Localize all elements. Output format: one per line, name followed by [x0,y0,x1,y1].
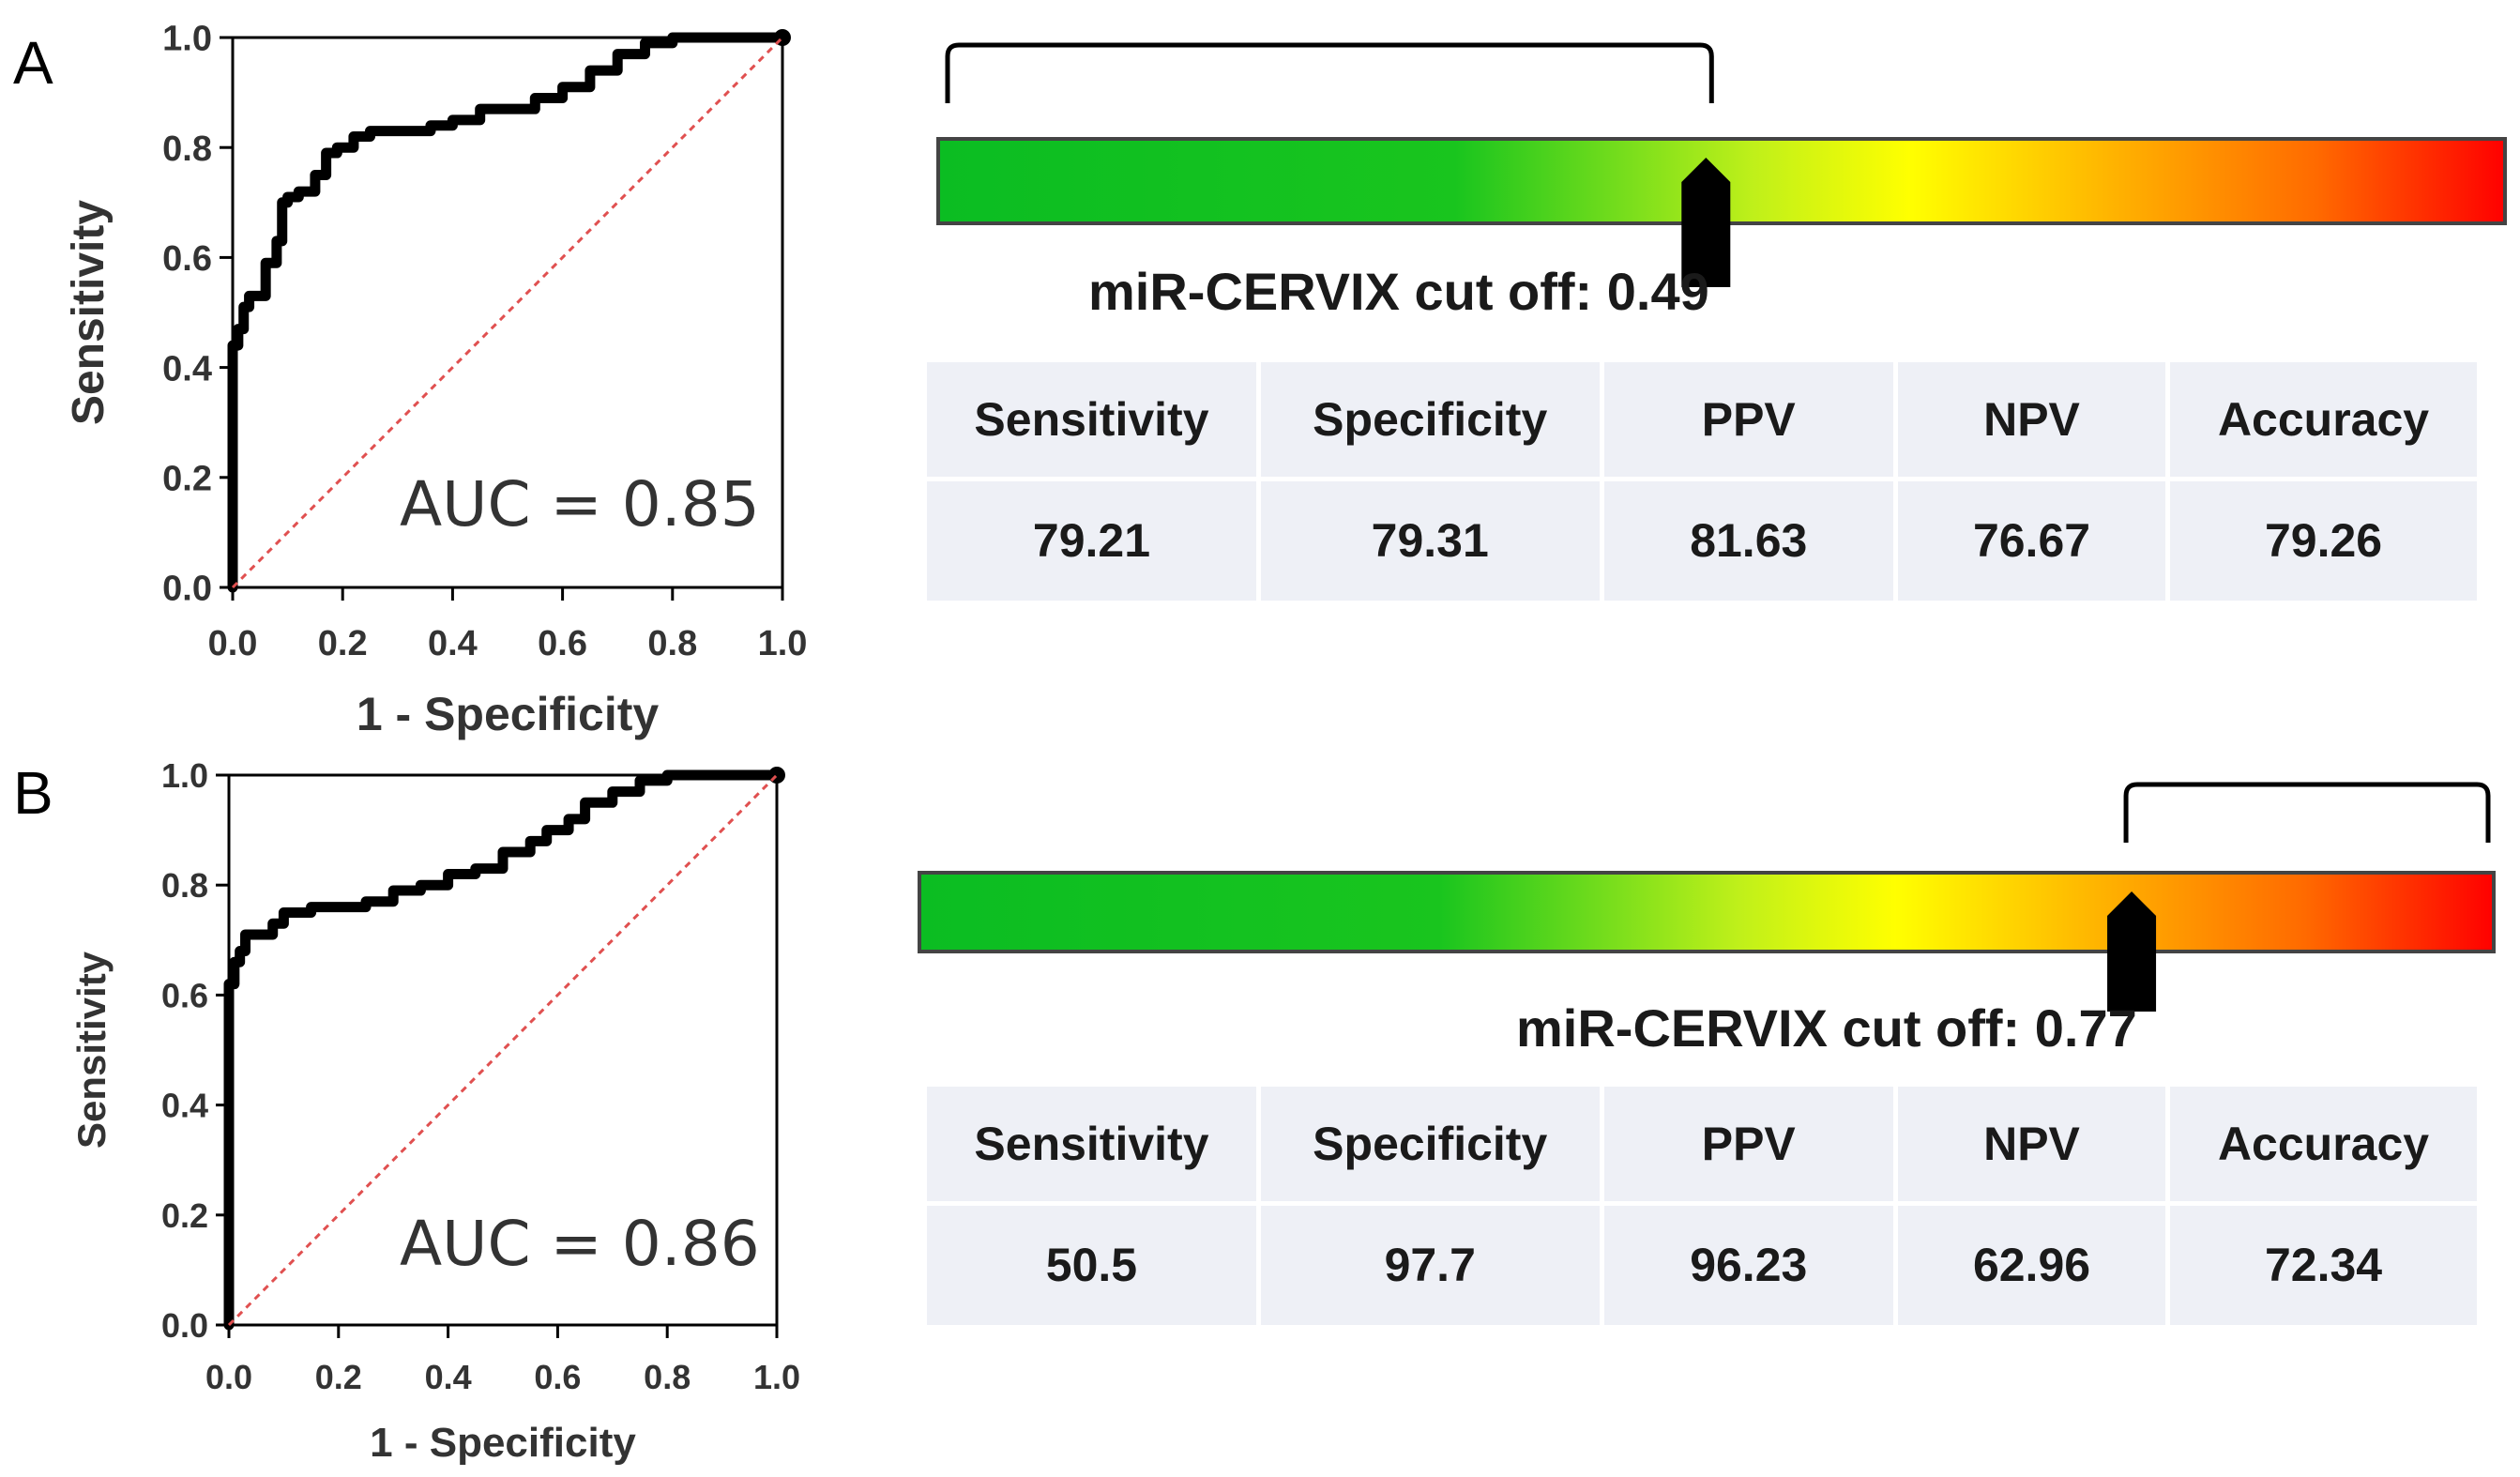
gauge-bar [918,871,2496,953]
auc-annotation: AUC = 0.86 [400,1208,760,1280]
cutoff-label-b: miR-CERVIX cut off: 0.77 [1516,998,2137,1058]
panel-label-b: B [13,759,53,827]
x-tick-label: 0.4 [428,624,478,663]
cutoff-marker [2107,891,2157,1012]
range-bracket [2123,782,2491,843]
roc-curve [223,769,782,1331]
metrics-table-a: Sensitivity Specificity PPV NPV Accuracy… [927,362,2477,601]
x-tick-label: 0.8 [647,624,697,663]
header-npv: NPV [1895,362,2171,481]
cutoff-label-a: miR-CERVIX cut off: 0.49 [1088,262,1709,321]
x-axis-title: 1 - Specificity [357,688,660,740]
header-accuracy: Accuracy [2167,362,2477,481]
header-sensitivity: Sensitivity [927,362,1261,481]
y-tick-label: 0.0 [161,1306,208,1345]
roc-curve [227,32,788,593]
metrics-table-b: Sensitivity Specificity PPV NPV Accuracy… [927,1087,2477,1325]
y-tick-label: 0.6 [162,239,212,279]
x-tick-label: 0.0 [208,624,258,663]
x-tick-label: 0.4 [425,1358,472,1396]
y-tick-label: 0.4 [162,349,212,388]
x-tick-label: 0.0 [205,1358,252,1396]
header-ppv: PPV [1602,1087,1898,1206]
value-accuracy: 79.26 [2264,514,2383,568]
header-ppv: PPV [1602,362,1898,481]
x-axis-title: 1 - Specificity [370,1420,636,1466]
y-tick-label: 0.6 [161,976,208,1014]
value-ppv: 81.63 [1602,479,1898,601]
x-tick-label: 0.6 [538,624,587,663]
value-accuracy: 72.34 [2264,1239,2383,1292]
y-tick-label: 0.8 [161,866,208,905]
x-tick-label: 0.6 [534,1358,581,1396]
panel-label-a: A [13,29,53,97]
auc-annotation: AUC = 0.85 [400,468,760,541]
header-sensitivity: Sensitivity [927,1087,1261,1206]
reference-diagonal-line [227,773,779,1327]
value-specificity: 97.7 [1258,1203,1604,1325]
value-npv: 76.67 [1895,479,2171,601]
value-specificity: 79.31 [1258,479,1604,601]
y-tick-label: 0.2 [161,1196,208,1235]
header-accuracy: Accuracy [2167,1087,2477,1206]
y-axis-title: Sensitivity [64,200,114,425]
y-tick-label: 0.2 [162,459,212,498]
y-tick-label: 0.4 [161,1087,208,1125]
header-npv: NPV [1895,1087,2171,1206]
x-tick-label: 1.0 [758,624,808,663]
x-tick-label: 1.0 [753,1358,800,1396]
value-sensitivity: 50.5 [927,1203,1261,1325]
plot-frame [231,36,784,589]
value-sensitivity: 79.21 [927,479,1261,601]
y-tick-label: 0.0 [162,570,212,609]
x-tick-label: 0.2 [318,624,368,663]
value-npv: 62.96 [1895,1203,2171,1325]
header-specificity: Specificity [1258,362,1604,481]
reference-diagonal-line [231,36,784,589]
y-tick-label: 1.0 [161,756,208,795]
x-tick-label: 0.2 [315,1358,362,1396]
y-tick-label: 0.8 [162,129,212,169]
value-ppv: 96.23 [1602,1203,1898,1325]
range-bracket [945,42,1714,103]
cutoff-marker [1681,158,1731,287]
header-specificity: Specificity [1258,1087,1604,1206]
x-tick-label: 0.8 [644,1358,691,1396]
y-axis-title: Sensitivity [69,951,114,1149]
y-tick-label: 1.0 [162,20,212,59]
